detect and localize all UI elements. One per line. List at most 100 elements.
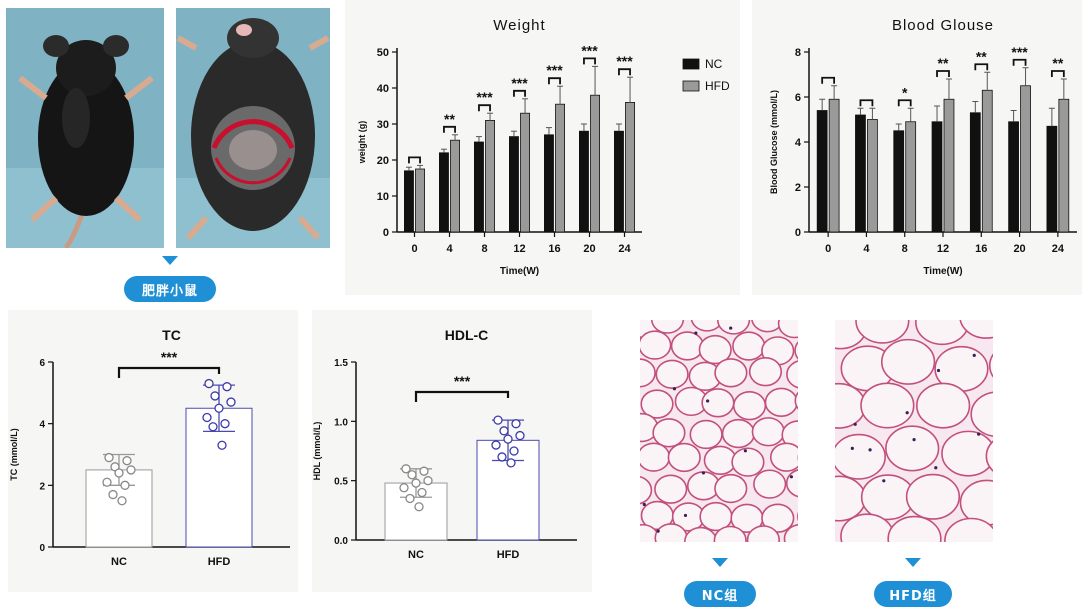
significance-bracket: [583, 57, 596, 65]
nc-data-point: [417, 487, 427, 498]
y-tick-label: 2: [39, 481, 45, 492]
significance-bracket: [936, 70, 950, 77]
x-tick-label: NC: [408, 549, 424, 561]
x-tick-label: 24: [618, 243, 631, 255]
nc-bar: [613, 130, 624, 233]
y-tick-label: 0: [795, 227, 801, 239]
y-tick-label: 6: [39, 358, 45, 369]
hfd-data-point: [509, 446, 519, 456]
significance-label: ***: [454, 373, 471, 389]
y-tick-label: 30: [377, 119, 389, 131]
nc-arrow-icon: [712, 558, 728, 567]
y-axis-label: HDL (mmol/L): [312, 422, 322, 481]
x-axis-label: Time(W): [923, 266, 962, 277]
nc-data-point: [405, 493, 415, 504]
hfd-bar: [828, 98, 840, 233]
nc-data-point: [423, 476, 433, 486]
x-tick-label: 4: [446, 243, 453, 255]
significance-bracket: [414, 390, 510, 402]
significance-label: **: [1052, 55, 1063, 71]
hfd-data-point: [210, 391, 220, 401]
legend-swatch: [682, 80, 700, 92]
x-tick-label: 12: [937, 243, 949, 255]
x-tick-label: 12: [513, 243, 525, 255]
significance-label: **: [444, 111, 455, 127]
x-tick-label: HFD: [497, 549, 520, 561]
significance-bracket: [859, 99, 874, 107]
hfd-data-point: [503, 434, 513, 444]
nc-group-badge: NC组: [684, 581, 756, 607]
y-tick-label: 0.0: [334, 536, 348, 547]
chart-title: HDL-C: [445, 327, 489, 343]
hfd-data-point: [493, 415, 503, 425]
chart-title: Blood Glouse: [892, 17, 994, 34]
hfd-data-point: [208, 422, 218, 432]
significance-bracket: [1012, 58, 1027, 66]
legend-label: NC: [705, 57, 723, 71]
nc-bar: [439, 152, 449, 233]
hfd-histology-image: [835, 320, 993, 542]
hfd-group-badge: HFD组: [874, 581, 952, 607]
nc-bar: [578, 130, 589, 233]
significance-label: ***: [161, 349, 178, 365]
hfd-data-point: [506, 458, 516, 468]
x-tick-label: HFD: [208, 556, 231, 568]
hfd-bar: [485, 120, 496, 233]
nc-bar: [893, 130, 905, 233]
hfd-bar: [943, 98, 955, 233]
x-tick-label: 0: [411, 243, 417, 255]
hfd-data-point: [220, 419, 230, 429]
significance-label: *: [902, 84, 908, 100]
y-tick-label: 20: [377, 155, 389, 167]
legend-label: HFD: [705, 79, 730, 93]
y-tick-label: 6: [795, 92, 801, 104]
y-tick-label: 10: [377, 191, 389, 203]
hfd-bar: [625, 102, 636, 233]
y-axis-label: Blood Glucose (mmol/L): [769, 90, 779, 194]
x-tick-label: 20: [583, 243, 595, 255]
y-tick-label: 2: [795, 182, 801, 194]
nc-bar: [969, 112, 981, 233]
hfd-bar: [450, 139, 461, 233]
hdl-chart: HDL-C 0.0 0.5 1.0 1.5 HDL (mmol/L) NC HFD ***: [312, 327, 577, 561]
hfd-mouse-photo: [176, 8, 330, 248]
significance-bracket: [117, 366, 221, 378]
significance-bracket: [478, 104, 491, 112]
significance-bracket: [618, 68, 631, 76]
significance-label: ***: [546, 62, 563, 78]
chart-title: Weight: [493, 17, 545, 34]
nc-data-point: [411, 478, 421, 488]
hfd-data-point: [222, 382, 232, 392]
y-tick-label: 4: [39, 420, 45, 431]
hfd-bar: [867, 119, 878, 233]
hfd-bar: [1058, 98, 1070, 233]
weight-chart: Weight 0 10 20 30 40 50 weight (g) Time(W) 0 4 ** 8 *…: [357, 17, 730, 277]
hfd-bar: [981, 89, 993, 233]
hfd-data-point: [217, 440, 227, 450]
nc-data-point: [104, 452, 114, 463]
significance-bracket: [897, 99, 912, 107]
nc-bar: [931, 121, 943, 233]
hfd-data-point: [214, 403, 224, 413]
hfd-bar: [520, 112, 531, 233]
significance-bracket: [408, 156, 421, 164]
x-tick-label: 16: [548, 243, 560, 255]
hfd-data-point: [499, 426, 509, 436]
significance-bracket: [821, 76, 836, 84]
y-tick-label: 8: [795, 47, 801, 59]
nc-data-point: [117, 496, 127, 506]
nc-data-point: [108, 489, 118, 500]
hfd-data-point: [491, 440, 501, 450]
hfd-data-point: [226, 397, 236, 407]
x-tick-label: 24: [1052, 243, 1065, 255]
hfd-bar: [590, 94, 601, 233]
nc-bar: [1046, 125, 1058, 233]
y-tick-label: 1.5: [334, 358, 348, 369]
blood-glucose-chart: Blood Glouse 0 24 6 8 Blood Glucose (mmol/L) T…: [769, 17, 1077, 277]
nc-bar: [404, 170, 414, 233]
y-tick-label: 0: [383, 227, 389, 239]
x-tick-label: 8: [481, 243, 487, 255]
nc-data-point: [407, 470, 417, 480]
nc-data-point: [414, 502, 424, 512]
hfd-data-point: [511, 419, 521, 429]
